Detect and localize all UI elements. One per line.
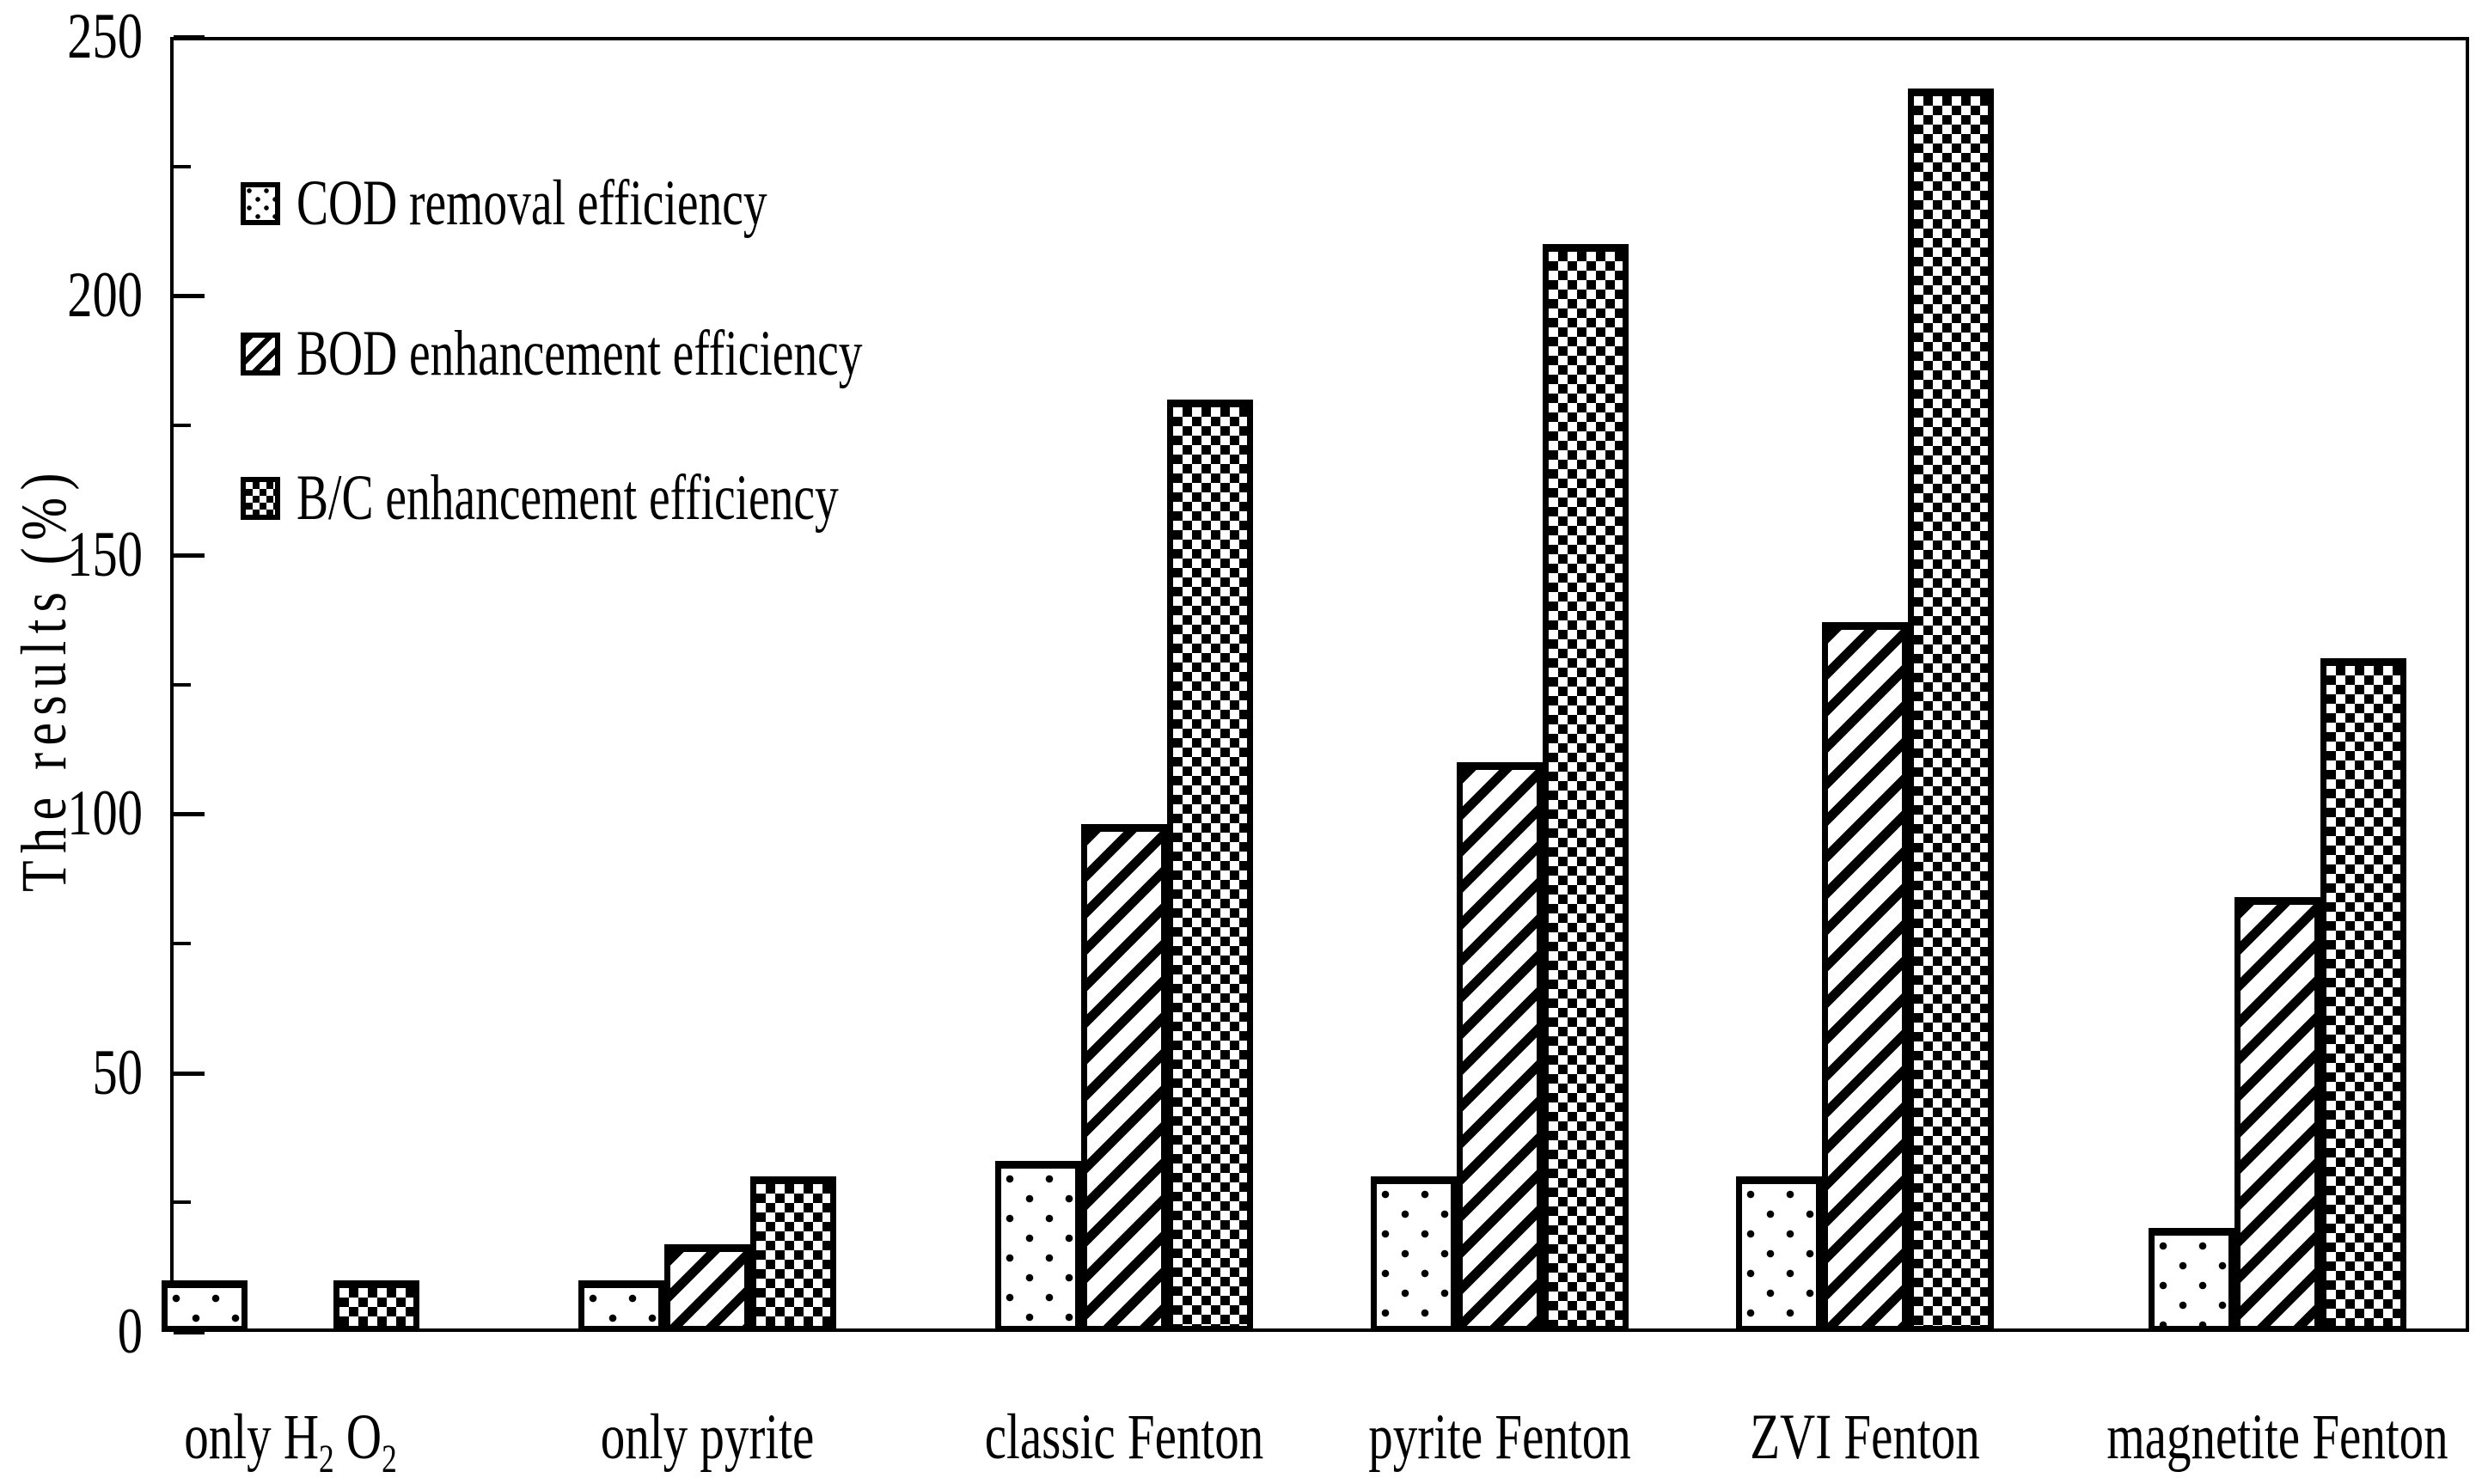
bar-checker-group6 <box>2320 658 2406 1332</box>
y-axis-minor-tick <box>174 1200 191 1205</box>
bar-checker-group4 <box>1543 244 1629 1332</box>
y-axis-tick-label: 150 <box>67 518 143 590</box>
bar-dots-group2 <box>578 1280 664 1332</box>
legend-swatch-hatch <box>241 333 280 376</box>
y-axis-major-tick <box>174 294 205 299</box>
y-axis-major-tick <box>174 812 205 817</box>
y-axis-minor-tick <box>174 164 191 168</box>
y-axis-major-tick <box>174 1071 205 1076</box>
x-category-label: magnetite Fenton <box>2106 1402 2448 1473</box>
bar-dots-group6 <box>2149 1228 2234 1332</box>
x-category-label: classic Fenton <box>984 1402 1264 1473</box>
bar-checker-group5 <box>1908 89 1994 1332</box>
legend-swatch-dots <box>241 182 280 225</box>
y-axis-minor-tick <box>174 682 191 687</box>
x-category-label: only pyrite <box>600 1402 815 1473</box>
y-axis-minor-tick <box>174 941 191 945</box>
bar-checker-group2 <box>750 1176 836 1332</box>
y-axis-tick-label: 50 <box>92 1036 144 1108</box>
bar-dots-group3 <box>995 1161 1081 1332</box>
bar-hatch-group4 <box>1457 762 1543 1332</box>
legend-label: BOD enhancement efficiency <box>296 318 863 389</box>
x-category-label: pyrite Fenton <box>1368 1402 1631 1473</box>
y-axis-major-tick <box>174 35 205 40</box>
bar-hatch-group3 <box>1081 824 1167 1332</box>
y-axis-major-tick <box>174 1330 205 1334</box>
y-axis-minor-tick <box>174 424 191 428</box>
legend-swatch-checker <box>241 477 280 520</box>
y-axis-major-tick <box>174 553 205 558</box>
plot-area <box>170 37 2469 1332</box>
x-category-label: only H2 O2 <box>184 1402 397 1481</box>
x-category-label: ZVI Fenton <box>1750 1402 1980 1473</box>
bar-hatch-group2 <box>664 1244 750 1332</box>
bar-hatch-group6 <box>2234 897 2320 1332</box>
bar-dots-group4 <box>1371 1176 1457 1332</box>
legend-label: B/C enhancement efficiency <box>296 462 839 534</box>
bar-hatch-group5 <box>1822 622 1908 1332</box>
bar-dots-group1 <box>162 1280 248 1332</box>
bar-checker-group3 <box>1167 400 1253 1332</box>
y-axis-tick-label: 200 <box>67 260 143 332</box>
y-axis-tick-label: 250 <box>67 1 143 72</box>
bar-dots-group5 <box>1736 1176 1822 1332</box>
y-axis-tick-label: 0 <box>117 1296 143 1367</box>
y-axis-tick-label: 100 <box>67 778 143 850</box>
bar-checker-group1 <box>333 1280 419 1332</box>
legend-label: COD removal efficiency <box>296 168 767 239</box>
